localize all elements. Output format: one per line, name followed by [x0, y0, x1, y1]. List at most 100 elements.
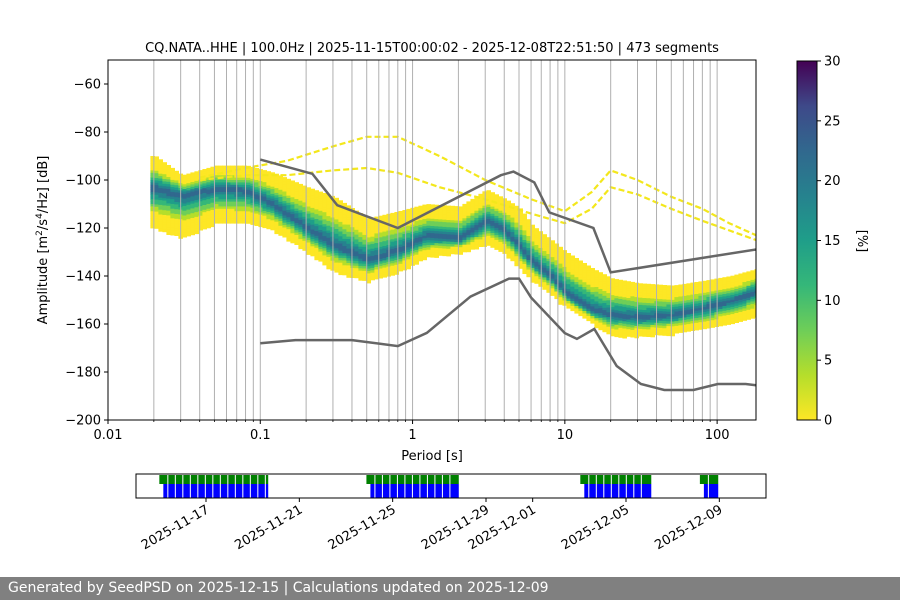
heatmap-cell	[302, 212, 307, 215]
heatmap-cell	[426, 254, 431, 258]
heatmap-cell	[182, 227, 187, 231]
heatmap-cell	[642, 322, 647, 325]
heatmap-cell	[378, 254, 383, 257]
y-tick-label: −140	[65, 270, 101, 285]
heatmap-cell	[650, 300, 655, 304]
heatmap-cell	[190, 198, 195, 202]
heatmap-cell	[238, 180, 243, 183]
heatmap-cell	[722, 301, 727, 304]
heatmap-cell	[450, 220, 455, 223]
heatmap-cell	[310, 253, 315, 257]
heatmap-cell	[602, 310, 607, 313]
heatmap-cell	[546, 261, 551, 264]
heatmap-cell	[186, 209, 191, 213]
heatmap-cell	[590, 268, 595, 271]
heatmap-cell	[734, 305, 739, 309]
heatmap-cell	[542, 287, 547, 290]
heatmap-cell	[650, 327, 655, 331]
heatmap-cell	[730, 304, 735, 308]
heatmap-cell	[318, 249, 323, 252]
heatmap-cell	[338, 241, 343, 244]
heatmap-cell	[170, 206, 175, 210]
heatmap-cell	[754, 271, 756, 275]
heatmap-cell	[190, 215, 195, 219]
heatmap-cell	[326, 230, 331, 234]
heatmap-cell	[582, 275, 587, 278]
heatmap-cell	[214, 211, 219, 214]
heatmap-cell	[650, 312, 655, 316]
heatmap-cell	[706, 308, 711, 312]
heatmap-cell	[522, 223, 527, 226]
heatmap-cell	[726, 298, 731, 301]
heatmap-cell	[690, 292, 695, 295]
heatmap-cell	[362, 261, 367, 265]
heatmap-cell	[550, 259, 555, 263]
heatmap-cell	[618, 335, 623, 338]
heatmap-cell	[274, 183, 279, 187]
heatmap-cell	[206, 201, 211, 205]
heatmap-cell	[366, 235, 371, 238]
heatmap-cell	[210, 221, 215, 225]
heatmap-cell	[314, 195, 319, 198]
heatmap-cell	[158, 185, 163, 189]
heatmap-cell	[278, 180, 283, 183]
heatmap-cell	[242, 187, 247, 190]
heatmap-cell	[658, 320, 663, 324]
heatmap-cell	[214, 187, 219, 190]
heatmap-cell	[294, 182, 299, 185]
heatmap-cell	[434, 223, 439, 227]
heatmap-cell	[414, 237, 419, 241]
heatmap-cell	[290, 223, 295, 227]
heatmap-cell	[718, 311, 723, 315]
heatmap-cell	[666, 287, 671, 291]
heatmap-cell	[162, 198, 167, 201]
heatmap-cell	[286, 181, 291, 184]
heatmap-cell	[510, 210, 515, 214]
heatmap-cell	[442, 234, 447, 237]
heatmap-cell	[194, 226, 199, 230]
heatmap-cell	[302, 209, 307, 213]
heatmap-cell	[610, 314, 615, 318]
heatmap-cell	[422, 243, 427, 246]
heatmap-cell	[470, 203, 475, 207]
heatmap-cell	[638, 333, 643, 337]
heatmap-cell	[402, 236, 407, 240]
heatmap-cell	[282, 186, 287, 190]
heatmap-cell	[446, 239, 451, 242]
heatmap-cell	[662, 318, 667, 322]
heatmap-cell	[594, 323, 599, 326]
heatmap-cell	[546, 258, 551, 262]
heatmap-cell	[422, 257, 427, 261]
heatmap-cell	[470, 208, 475, 212]
heatmap-cell	[662, 285, 667, 288]
heatmap-cell	[150, 158, 155, 162]
heatmap-cell	[298, 207, 303, 211]
heatmap-cell	[306, 189, 311, 193]
heatmap-cell	[194, 216, 199, 220]
heatmap-cell	[486, 211, 491, 215]
heatmap-cell	[574, 279, 579, 283]
heatmap-cell	[670, 326, 675, 330]
heatmap-cell	[682, 303, 687, 306]
heatmap-cell	[262, 194, 267, 197]
heatmap-cell	[466, 242, 471, 245]
heatmap-cell	[166, 201, 171, 204]
heatmap-cell	[190, 174, 195, 178]
heatmap-cell	[458, 230, 463, 234]
heatmap-cell	[710, 279, 715, 283]
heatmap-cell	[462, 215, 467, 219]
heatmap-cell	[230, 196, 235, 200]
heatmap-cell	[422, 216, 427, 220]
heatmap-cell	[530, 231, 535, 235]
heatmap-cell	[590, 275, 595, 278]
heatmap-cell	[358, 217, 363, 221]
heatmap-cell	[542, 234, 547, 237]
heatmap-cell	[194, 224, 199, 227]
heatmap-cell	[326, 244, 331, 248]
heatmap-cell	[186, 195, 191, 198]
heatmap-cell	[162, 167, 167, 170]
heatmap-cell	[422, 228, 427, 232]
heatmap-cell	[630, 325, 635, 328]
heatmap-cell	[746, 288, 751, 291]
heatmap-cell	[246, 182, 251, 186]
